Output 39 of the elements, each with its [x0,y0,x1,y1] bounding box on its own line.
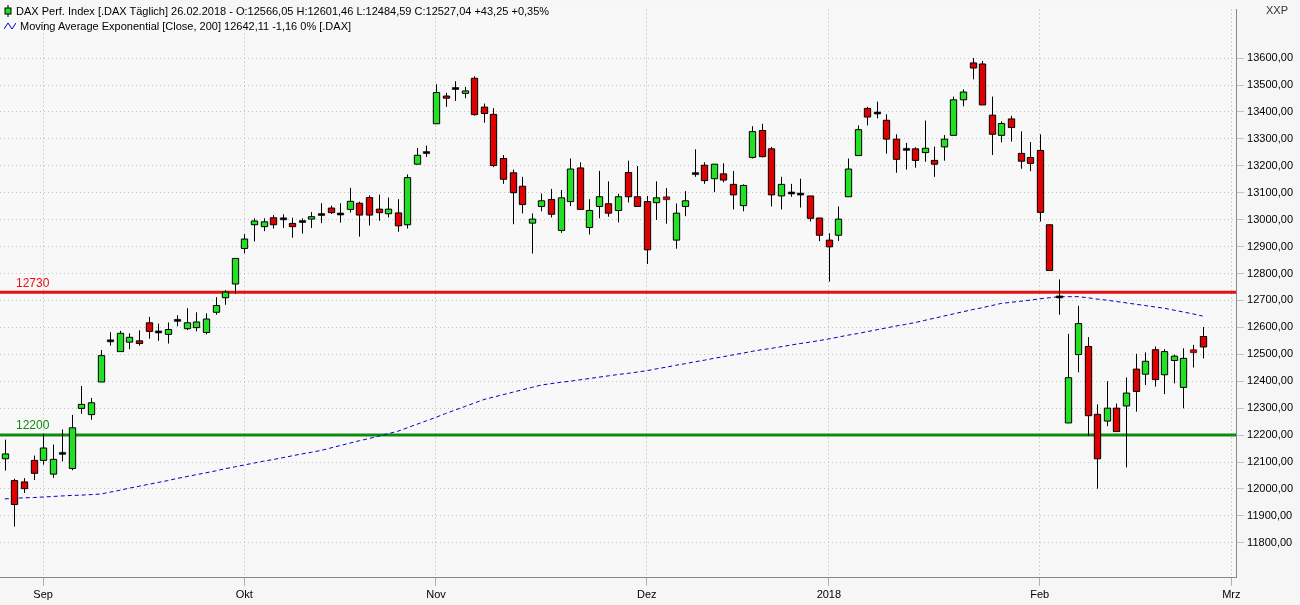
text: XXP [1265,4,1288,16]
chart-title: DAX Perf. Index [.DAX Täglich] 26.02.2018 - O:12566,05 H:12601,46 L:12484,59 C:12527,04 +43,25 +0,35% [16,4,550,17]
y-tick-label: 13600,00 [1247,51,1294,64]
y-tick-label: 12600,00 [1247,320,1294,333]
y-tick-label: 12000,00 [1247,481,1294,494]
x-tick-label: Nov [426,588,447,601]
candlestick [318,202,325,224]
x-tick-label: Feb [1030,588,1050,601]
legend-label: Moving Average Exponential [Close, 200] 12642,11 -1,16 0% [.DAX] [20,19,352,32]
candlestick [903,142,910,171]
y-tick-label: 12500,00 [1247,347,1294,360]
candlestick [663,187,670,225]
y-tick-label: 12300,00 [1247,401,1294,414]
candlestick [59,428,66,462]
ref-line-label: 12730 [16,275,50,290]
y-tick-label: 13200,00 [1247,158,1294,171]
y-tick-label: 12100,00 [1247,455,1294,468]
y-tick-label: 13300,00 [1247,131,1294,144]
x-tick-label: Sep [33,588,53,601]
y-tick-label: 12800,00 [1247,266,1294,279]
y-tick-label: 13500,00 [1247,78,1294,91]
y-tick-label: 12200,00 [1247,428,1294,441]
x-tick-label: Mrz [1222,588,1241,601]
y-tick-label: 12400,00 [1247,374,1294,387]
y-tick-label: 13100,00 [1247,185,1294,198]
x-tick-label: 2018 [816,588,842,601]
y-tick-label: 11800,00 [1247,535,1293,548]
y-tick-label: 11900,00 [1247,508,1293,521]
candlestick [692,148,699,178]
candlestick [1190,344,1197,368]
line-series [4,296,1204,500]
x-tick-label: Dez [637,588,657,601]
y-tick-label: 13000,00 [1247,212,1294,225]
y-tick-label: 13400,00 [1247,104,1294,117]
candlestick [452,80,459,102]
x-tick-label: Okt [235,588,253,601]
ref-line-label: 12200 [16,418,50,433]
y-tick-label: 12900,00 [1247,239,1294,252]
y-tick-label: 12700,00 [1247,293,1294,306]
